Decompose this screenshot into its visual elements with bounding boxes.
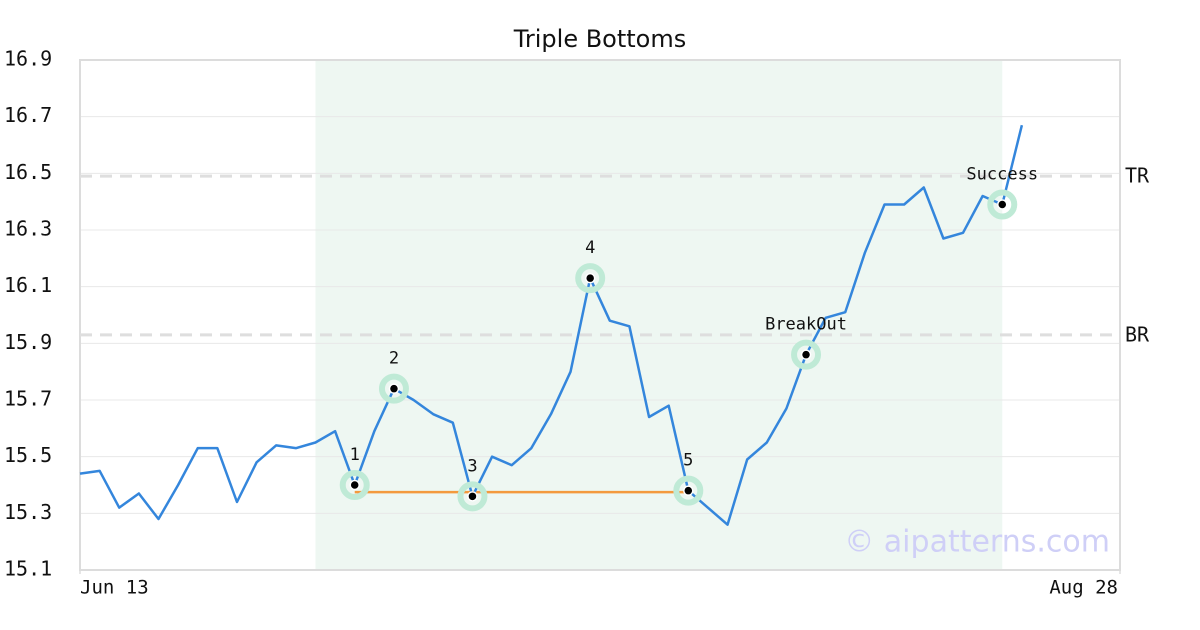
- y-tick-label: 16.5: [4, 160, 52, 184]
- marker-label: 3: [467, 456, 477, 476]
- marker-dot: [683, 485, 694, 496]
- marker-halo: [339, 470, 370, 500]
- y-tick-label: 15.7: [4, 387, 52, 411]
- y-tick-label: 16.3: [4, 217, 52, 241]
- plot-frame: [79, 59, 1121, 571]
- y-tick-label: 16.9: [4, 47, 52, 71]
- x-tick-label: Aug 28: [1049, 577, 1118, 599]
- price-line: [79, 124, 1024, 526]
- marker-dot: [997, 199, 1008, 210]
- y-tick-label: 15.9: [4, 330, 52, 354]
- marker-label: 2: [389, 349, 399, 369]
- marker-halo: [575, 263, 606, 294]
- marker-label: 5: [683, 451, 693, 471]
- level-label: TR: [1125, 164, 1150, 188]
- y-tick-label: 15.3: [4, 500, 52, 524]
- marker-halo: [791, 339, 822, 370]
- y-tick-label: 16.7: [4, 103, 52, 127]
- marker-label: 1: [350, 445, 360, 465]
- marker-dot: [800, 349, 812, 360]
- marker-dot: [388, 383, 400, 394]
- marker-dot: [584, 272, 596, 284]
- y-tick-label: 16.1: [4, 273, 52, 297]
- marker-label: BreakOut: [765, 315, 847, 335]
- x-tick-label: Jun 13: [80, 577, 149, 599]
- marker-halo: [457, 481, 488, 512]
- marker-label: Success: [966, 165, 1038, 185]
- marker-halo: [378, 373, 409, 404]
- y-tick-label: 15.5: [4, 443, 52, 467]
- marker-halo: [673, 475, 704, 506]
- marker-halo: [987, 189, 1018, 220]
- level-label: BR: [1125, 322, 1150, 346]
- watermark: © aipatterns.com: [844, 525, 1110, 560]
- y-tick-label: 15.1: [4, 557, 52, 581]
- marker-dot: [467, 491, 478, 502]
- chart-title: Triple Bottoms: [513, 25, 687, 53]
- marker-label: 4: [585, 238, 595, 258]
- pattern-region: [315, 60, 1003, 570]
- marker-dot: [349, 479, 360, 491]
